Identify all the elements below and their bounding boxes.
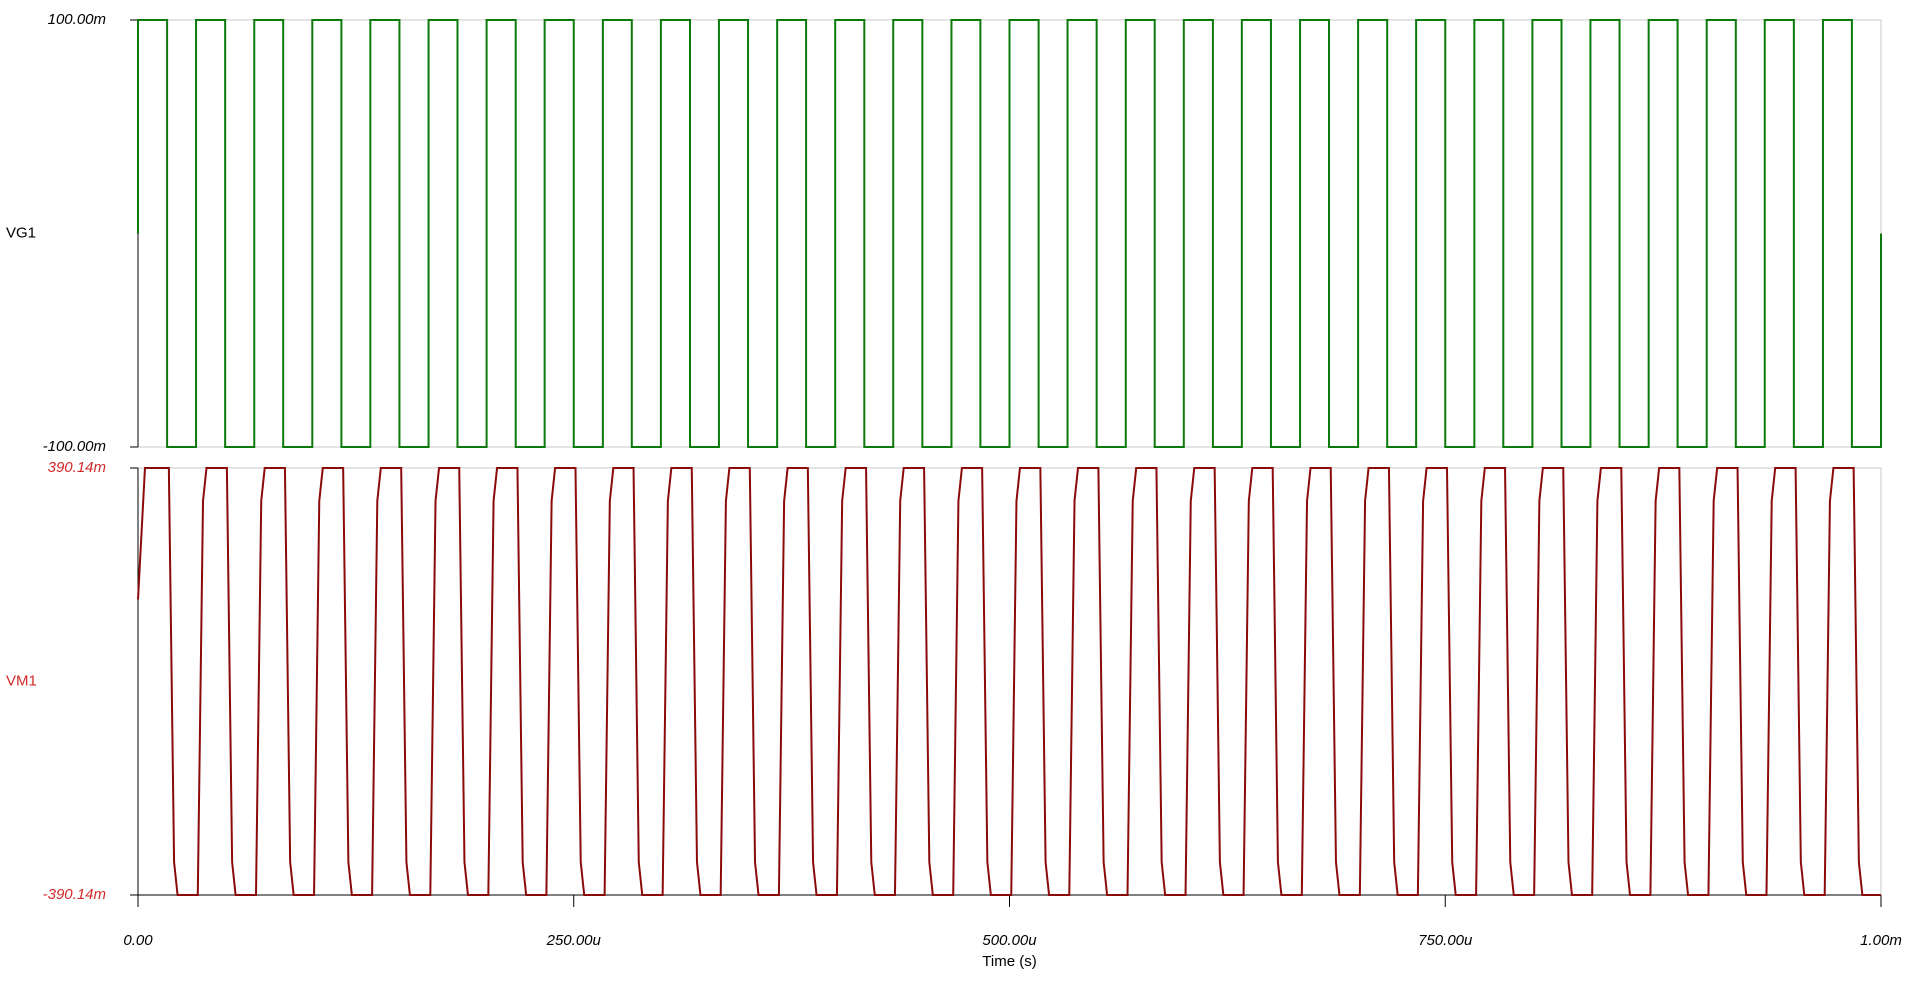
x-tick-label: 0.00 [123,932,153,949]
x-tick-label: 750.00u [1418,932,1473,949]
y-tick-label: 390.14m [48,459,106,476]
x-tick-label: 250.00u [546,932,602,949]
series-label: VG1 [6,224,36,241]
y-tick-label: -390.14m [43,886,106,903]
x-tick-label: 1.00m [1860,932,1902,949]
y-tick-label: -100.00m [43,438,106,455]
plot-frame [137,467,1882,896]
y-tick-label: 100.00m [48,11,106,28]
series-label: VM1 [6,672,37,689]
series-line [137,467,1881,896]
series-line [137,19,1882,448]
x-axis-title: Time (s) [982,953,1036,970]
x-tick-label: 500.00u [982,932,1037,949]
